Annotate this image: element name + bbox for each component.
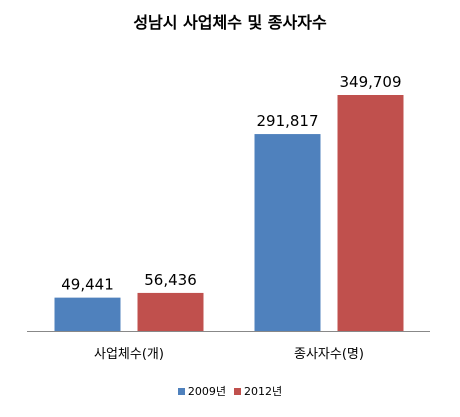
bar-2012년-1 [337, 95, 404, 331]
legend-label-2012: 2012년 [244, 385, 283, 398]
legend-item-2012: 2012년 [234, 383, 282, 399]
data-label: 56,436 [144, 271, 197, 289]
category-label: 종사자수(명) [294, 347, 364, 362]
chart-title: 성남시 사업체수 및 종사자수 [133, 13, 327, 32]
legend-item-2009: 2009년 [177, 383, 226, 399]
data-label: 49,441 [61, 276, 114, 294]
category-label: 사업체수(개) [94, 347, 164, 362]
legend-swatch-2012 [234, 387, 241, 395]
data-label: 349,709 [339, 73, 401, 91]
bar-2009년-0 [54, 297, 121, 331]
legend: 2009년 2012년 [0, 383, 460, 399]
bar-2009년-1 [254, 134, 321, 331]
legend-label-2009: 2009년 [187, 385, 226, 398]
data-label: 291,817 [256, 112, 318, 130]
bar-2012년-0 [137, 292, 204, 331]
legend-swatch-2009 [177, 387, 185, 395]
